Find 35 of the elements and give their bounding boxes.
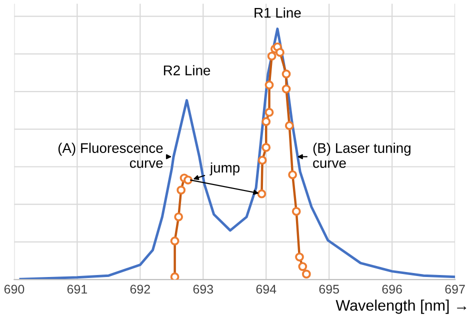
point [292,206,301,216]
point [264,108,274,117]
point [298,262,308,271]
x-tick-label: 694 [256,284,276,294]
x-tick-label: 693 [193,284,214,294]
x-tick-label: 696 [382,284,402,294]
point [262,117,271,126]
point [262,142,271,152]
point [267,52,276,61]
point [176,186,186,195]
annotation: R2 Line [164,65,210,76]
annotation: jump [210,162,240,176]
point [170,236,180,246]
annotation: (B) Laser tuning curve [313,142,410,168]
point [288,170,298,180]
annotation: R1 Line [254,8,301,18]
point [284,121,294,130]
point [302,270,311,279]
x-tick-label: 697 [445,284,465,294]
x-tick-label: 690 [4,284,24,294]
x-tick-label: 691 [67,284,88,294]
x-tick-label: 692 [130,284,150,294]
point [170,272,180,280]
point [295,252,304,262]
point [282,84,291,94]
point [257,189,266,198]
point [184,176,192,184]
point [276,48,284,57]
point [282,70,291,78]
point [258,156,267,165]
point [174,212,184,222]
annotation: (A) Fluorescence curve [58,142,163,168]
x-tick-label: 695 [319,284,339,294]
x-axis-title: Wavelength [nm] → [336,300,466,314]
point [264,80,274,90]
